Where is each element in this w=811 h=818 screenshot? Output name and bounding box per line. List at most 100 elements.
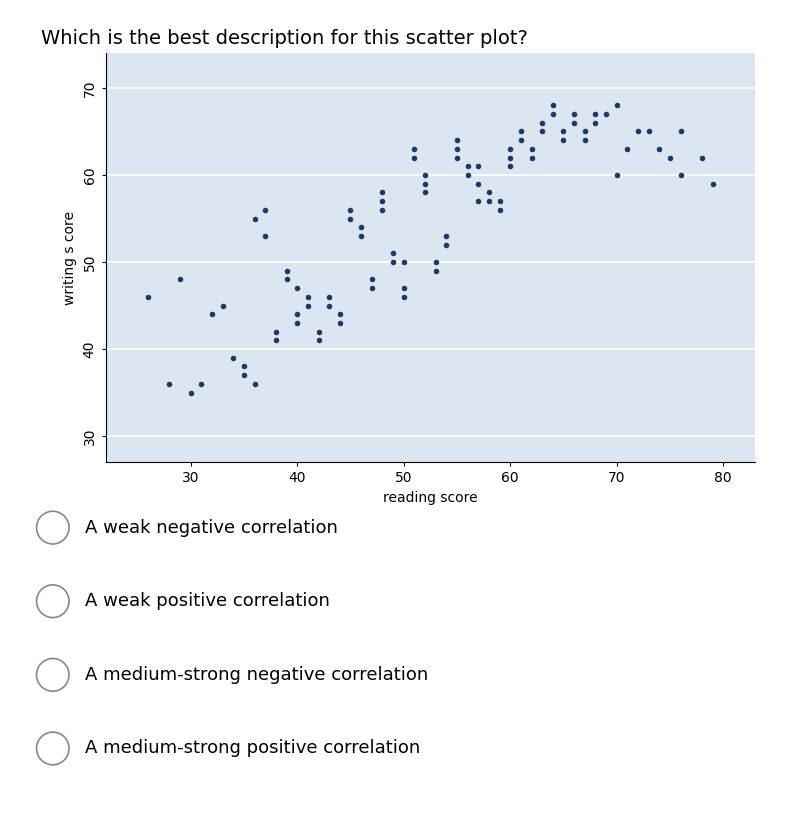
Point [706,178,719,191]
Point [471,195,484,208]
Point [269,334,282,347]
Point [174,273,187,286]
Point [471,178,484,191]
Point [492,195,505,208]
Point [610,99,623,112]
Point [259,203,272,216]
Point [333,317,346,330]
Point [322,299,335,312]
Point [397,281,410,294]
Point [418,178,431,191]
Point [546,107,559,120]
Point [450,142,463,155]
Point [141,290,154,303]
Point [269,325,282,338]
Point [440,238,453,251]
Point [513,125,526,138]
Point [513,133,526,146]
Point [322,290,335,303]
Point [237,369,250,382]
Point [588,107,601,120]
Point [503,151,516,164]
Point [546,99,559,112]
Point [492,203,505,216]
Point [694,151,707,164]
Point [535,116,548,129]
Point [375,195,388,208]
Point [354,221,367,234]
Text: A medium-strong negative correlation: A medium-strong negative correlation [85,666,428,684]
Point [652,142,665,155]
Point [567,116,580,129]
Point [386,247,399,260]
Point [354,229,367,242]
Point [663,151,676,164]
Point [642,125,654,138]
Point [418,169,431,182]
Point [429,255,442,268]
Point [365,281,378,294]
Point [344,203,357,216]
Point [673,169,686,182]
Point [407,151,420,164]
Point [450,133,463,146]
Point [407,142,420,155]
Point [461,169,474,182]
X-axis label: reading score: reading score [383,491,477,505]
Point [301,299,314,312]
Point [290,317,303,330]
Point [673,125,686,138]
Point [631,125,644,138]
Point [397,290,410,303]
Point [163,377,176,390]
Point [184,386,197,399]
Point [311,334,324,347]
Point [567,107,580,120]
Point [290,281,303,294]
Point [280,273,293,286]
Point [482,186,495,199]
Point [440,229,453,242]
Point [375,203,388,216]
Point [588,116,601,129]
Point [344,212,357,225]
Point [610,169,623,182]
Point [577,125,590,138]
Point [386,255,399,268]
Point [248,377,261,390]
Point [248,212,261,225]
Point [259,229,272,242]
Point [205,308,218,321]
Point [525,151,538,164]
Point [450,151,463,164]
Point [280,264,293,277]
Point [577,133,590,146]
Point [301,290,314,303]
Point [535,125,548,138]
Point [237,360,250,373]
Point [290,308,303,321]
Point [482,195,495,208]
Text: A medium-strong positive correlation: A medium-strong positive correlation [85,739,420,757]
Point [471,160,484,173]
Text: Which is the best description for this scatter plot?: Which is the best description for this s… [41,29,527,47]
Point [333,308,346,321]
Text: A weak negative correlation: A weak negative correlation [85,519,337,537]
Y-axis label: writing s core: writing s core [63,211,77,304]
Point [226,351,239,364]
Point [195,377,208,390]
Point [599,107,611,120]
Point [429,264,442,277]
Point [375,186,388,199]
Point [397,255,410,268]
Text: A weak positive correlation: A weak positive correlation [85,592,330,610]
Point [365,273,378,286]
Point [556,125,569,138]
Point [461,160,474,173]
Point [556,133,569,146]
Point [525,142,538,155]
Point [216,299,229,312]
Point [503,160,516,173]
Point [418,186,431,199]
Point [503,142,516,155]
